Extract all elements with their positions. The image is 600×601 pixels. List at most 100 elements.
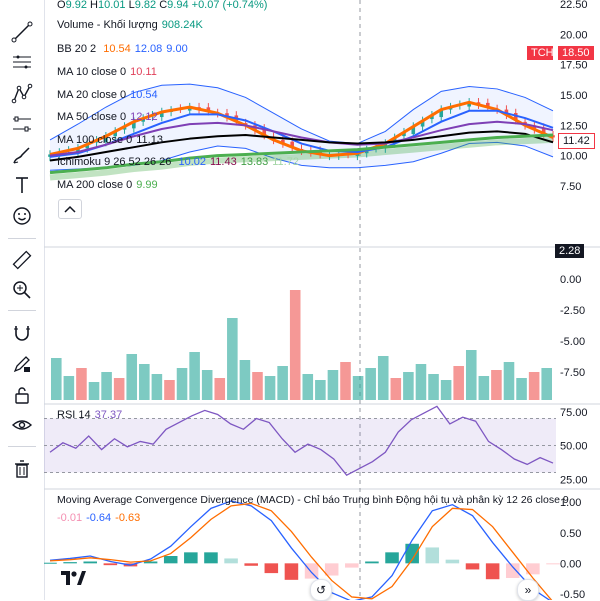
open-label: O (57, 0, 66, 11)
macd-histogram-bar (284, 563, 299, 580)
volume-bar (164, 380, 175, 400)
macd-histogram-bar (546, 563, 560, 565)
emoji-icon[interactable] (6, 202, 38, 230)
rsi-axis-tick: 25.00 (560, 474, 588, 486)
candle-body (187, 107, 192, 111)
volume-bar (528, 372, 540, 400)
volume-pane-axis-tick: -5.00 (560, 336, 585, 348)
ichimoku-params: 9 26 52 26 26 (104, 156, 172, 168)
text-icon[interactable] (6, 171, 38, 199)
rsi-value: 37.37 (94, 409, 123, 421)
macd-values: -0.01 -0.64 -0.63 (57, 512, 140, 524)
volume-bar (503, 362, 515, 400)
ma200-label: MA (57, 179, 73, 191)
volume-bar (277, 366, 288, 400)
candle-body (290, 141, 294, 148)
macd-axis-tick: -0.50 (560, 589, 585, 600)
horizontal-lines-icon[interactable] (6, 48, 38, 76)
high-label: H (90, 0, 98, 11)
macd-histogram-bar (425, 547, 440, 564)
volume-bar (453, 366, 464, 400)
macd-histogram-bar (365, 561, 379, 564)
pencil-lock-icon[interactable] (6, 350, 38, 378)
magnet-icon[interactable] (6, 320, 38, 348)
macd-histogram-bar (103, 563, 118, 566)
macd-histogram-bar (304, 563, 319, 579)
scroll-to-realtime-button[interactable]: » (517, 579, 539, 601)
volume-bar (541, 368, 552, 400)
trash-icon[interactable] (6, 455, 38, 483)
volume-bar (465, 350, 477, 400)
ma20-params: 20 close 0 (75, 89, 127, 101)
bb-legend[interactable]: BB 20 2 10.54 12.08 9.00 (57, 43, 188, 55)
macd-histogram-bar (63, 562, 77, 564)
volume-bar (63, 376, 75, 400)
macd-histogram-bar (345, 563, 359, 568)
ruler-icon[interactable] (6, 246, 38, 274)
volume-bar (201, 370, 213, 400)
ichimoku-leading-value: 11.72 (272, 156, 299, 168)
ma10-params: 10 close 0 (75, 66, 127, 78)
lock-icon[interactable] (6, 381, 38, 409)
macd-histogram-bar (244, 563, 258, 566)
volume-bar (315, 380, 326, 400)
price-axis-tick: 7.50 (560, 181, 581, 193)
reset-icon: ↺ (315, 583, 327, 597)
rsi-legend[interactable]: RSI 14 37.37 (57, 409, 122, 421)
volume-bar (101, 372, 112, 400)
volume-bar (139, 364, 150, 400)
macd-histogram-value: -0.01 (57, 512, 83, 524)
macd-histogram-bar (385, 552, 399, 564)
change-value: +0.07 (+0.74%) (191, 0, 268, 11)
ichimoku-legend[interactable]: Ichimoku 9 26 52 26 26 10.02 11.43 13.83 11… (57, 156, 299, 168)
ohlc-legend: O9.92 H10.01 L9.82 C9.94 +0.07 (+0.74%) (57, 0, 267, 11)
candle-body (85, 144, 90, 149)
ma10-legend[interactable]: MA 10 close 0 10.11 (57, 66, 157, 78)
macd-histogram-bar (445, 559, 460, 564)
eye-icon[interactable] (6, 411, 38, 439)
ma50-legend[interactable]: MA 50 close 0 12.12 (57, 111, 158, 123)
candle-body (225, 113, 229, 118)
macd-legend[interactable]: Moving Average Convergence Divergence (M… (57, 494, 569, 506)
last-price-badge: 11.42 (558, 133, 595, 149)
symbol-badge[interactable]: TCH (527, 46, 554, 60)
chart-canvas[interactable]: 22.50 20.00 17.50 15.00 12.50 10.00 7.50 0.00 -2… (44, 0, 600, 600)
high-value: 10.01 (98, 0, 126, 11)
bollinger-upper-line (49, 83, 554, 145)
volume-bar (377, 356, 389, 400)
tradingview-logo[interactable] (60, 568, 86, 588)
volume-bar (478, 376, 490, 400)
macd-signal-value: -0.63 (115, 512, 141, 524)
macd-histogram-bar (143, 561, 158, 564)
close-label: C (159, 0, 168, 11)
macd-line-value: -0.64 (86, 512, 112, 524)
trend-line-icon[interactable] (6, 18, 38, 46)
macd-label: Moving Average Convergence Divergence (M… (57, 494, 504, 506)
macd-histogram-bar (44, 562, 57, 564)
ma20-label: MA (57, 89, 73, 101)
macd-axis-tick: 0.50 (560, 528, 581, 540)
bb-basis-value: 10.54 (103, 43, 131, 55)
ma200-params: 200 close 0 (75, 179, 133, 191)
candle-body (532, 125, 537, 130)
volume-bar (352, 376, 364, 400)
rsi-label: RSI (57, 409, 76, 421)
forecast-icon[interactable] (6, 110, 38, 138)
pattern-icon[interactable] (6, 80, 38, 108)
reset-chart-button[interactable]: ↺ (310, 579, 332, 601)
ma100-legend[interactable]: MA 100 close 0 11.13 (57, 134, 163, 146)
ichimoku-label: Ichimoku (57, 156, 102, 168)
ma100-label: MA (57, 134, 73, 146)
zoom-in-icon[interactable] (6, 276, 38, 304)
price-axis-tick: 15.00 (560, 90, 588, 102)
collapse-legend-button[interactable] (58, 199, 82, 219)
ma200-legend[interactable]: MA 200 close 0 9.99 (57, 179, 158, 191)
brush-icon[interactable] (6, 141, 38, 169)
candle-body (132, 121, 136, 129)
ma20-legend[interactable]: MA 20 close 0 10.54 (57, 89, 158, 101)
volume-legend[interactable]: Volume - Khối lượng 908.24K (57, 19, 203, 31)
macd-histogram-bar (204, 552, 218, 564)
rsi-axis-tick: 75.00 (560, 407, 588, 419)
volume-bar (264, 376, 276, 400)
volume-bar (327, 370, 339, 400)
